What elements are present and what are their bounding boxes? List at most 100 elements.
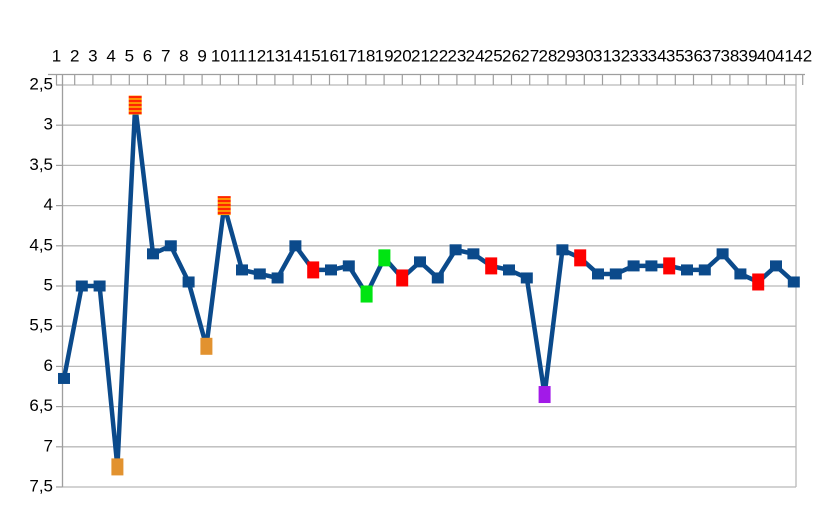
y-axis-label: 7,5 [29,476,53,495]
x-axis-label: 1 [52,46,61,65]
special-marker-red[interactable] [307,261,320,279]
y-axis-label: 3 [44,115,53,134]
x-axis-label: 18 [356,46,375,65]
special-marker-orange[interactable] [200,337,213,355]
data-point-marker[interactable] [431,272,444,284]
data-point-marker[interactable] [787,276,800,288]
data-point-marker[interactable] [271,272,284,284]
data-point-marker[interactable] [770,260,782,272]
x-axis-label: 33 [629,46,648,65]
data-point-marker[interactable] [449,244,462,256]
special-marker-orange[interactable] [111,458,124,476]
y-axis-label: 5,5 [29,316,53,335]
x-axis-label: 13 [265,46,284,65]
x-axis-label: 29 [557,46,576,65]
data-point-marker[interactable] [520,272,533,284]
axes [48,73,805,488]
data-point-marker[interactable] [182,276,195,288]
data-point-markers [58,95,800,476]
x-axis-label: 21 [411,46,430,65]
x-axis-label: 7 [161,46,170,65]
x-axis-label: 16 [320,46,339,65]
data-point-marker[interactable] [467,248,480,260]
x-axis-label: 12 [247,46,266,65]
y-axis-labels: 2,5 3 3,5 4 4,5 5 5,5 6 6,5 7 7,5 [29,74,53,495]
x-axis-label: 39 [739,46,758,65]
x-axis-label: 9 [197,46,206,65]
x-axis-label: 19 [375,46,394,65]
data-point-marker[interactable] [325,264,337,276]
special-marker-green[interactable] [360,285,373,303]
x-axis-label: 8 [179,46,188,65]
data-point-marker[interactable] [342,260,355,272]
data-point-marker[interactable] [75,280,88,292]
y-axis-label: 6,5 [29,396,53,415]
x-axis-label: 30 [575,46,594,65]
x-axis-label: 5 [125,46,134,65]
special-marker-red[interactable] [396,269,409,287]
special-marker-striped[interactable] [128,95,142,115]
special-marker-red[interactable] [752,273,765,291]
x-axis-label: 3 [88,46,97,65]
data-point-marker[interactable] [414,256,426,268]
special-marker-red[interactable] [574,249,587,267]
x-axis-label: 35 [666,46,685,65]
y-axis-label: 2,5 [29,74,53,93]
x-axis-label: 10 [211,46,230,65]
x-axis-label: 26 [502,46,521,65]
data-point-marker[interactable] [236,264,248,276]
x-axis-label: 38 [720,46,739,65]
y-axis-label: 4,5 [29,235,53,254]
x-axis-label: 31 [593,46,612,65]
data-point-marker[interactable] [253,268,266,280]
x-axis-label: 2 [70,46,79,65]
special-marker-red[interactable] [663,257,676,275]
data-point-marker[interactable] [681,264,693,276]
data-point-marker[interactable] [147,248,159,260]
x-axis-label: 25 [484,46,503,65]
x-axis-label: 41 [775,46,794,65]
data-point-marker[interactable] [503,264,515,276]
x-axis-label: 4 [106,46,115,65]
data-point-marker[interactable] [716,248,729,260]
special-marker-purple[interactable] [538,386,551,404]
y-axis-label: 6 [44,356,53,375]
y-axis-label: 5 [44,275,53,294]
data-point-marker[interactable] [609,268,622,280]
special-marker-red[interactable] [485,257,498,275]
x-axis-label: 40 [757,46,776,65]
y-axis-label: 4 [44,195,53,214]
special-marker-green[interactable] [378,249,391,267]
x-axis-label: 6 [143,46,152,65]
x-axis-label: 37 [702,46,721,65]
data-point-marker[interactable] [289,240,302,252]
data-point-marker[interactable] [627,260,640,272]
x-axis-label: 28 [538,46,557,65]
data-point-marker[interactable] [645,260,658,272]
y-axis-label: 3,5 [29,155,53,174]
data-point-marker[interactable] [93,280,106,292]
data-point-marker[interactable] [556,244,569,256]
y-axis-label: 7 [44,436,53,455]
x-axis-label: 15 [302,46,321,65]
data-point-marker[interactable] [164,240,177,252]
x-axis-label: 20 [393,46,412,65]
x-axis-label: 36 [684,46,703,65]
x-axis-label: 24 [466,46,485,65]
x-axis-label: 27 [520,46,539,65]
x-axis-label: 22 [429,46,448,65]
x-axis-label: 42 [793,46,812,65]
x-axis-label: 11 [230,46,248,65]
data-point-marker[interactable] [592,268,604,280]
x-axis-labels: 1 2 3 4 5 6 7 8 9 10 11 12 13 14 15 16 17 18 19 20 21 22 23 24 2… [52,46,812,65]
x-axis-label: 34 [648,46,667,65]
data-point-marker[interactable] [734,268,747,280]
x-axis-label: 23 [447,46,466,65]
x-axis-label: 32 [611,46,630,65]
data-point-marker[interactable] [698,264,711,276]
data-point-marker[interactable] [58,372,70,384]
special-marker-striped[interactable] [217,196,231,216]
x-axis-label: 17 [338,46,357,65]
